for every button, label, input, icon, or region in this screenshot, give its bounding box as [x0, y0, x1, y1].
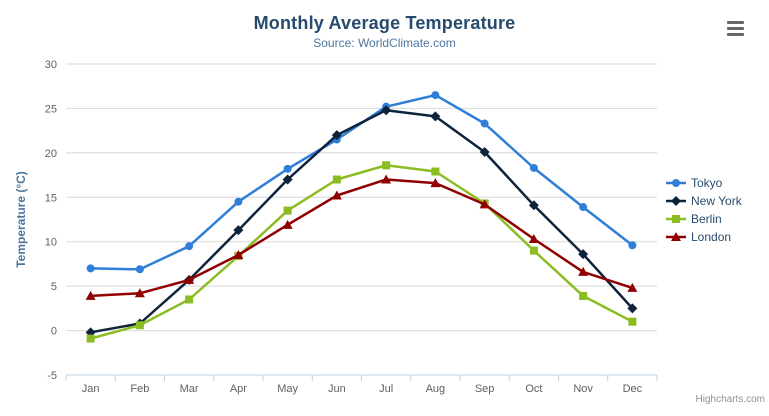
legend-item-new-york[interactable]: New York — [666, 192, 742, 210]
data-point-new-york-may[interactable] — [282, 174, 293, 185]
data-point-london-jun[interactable] — [331, 190, 342, 200]
x-axis-tick-label: Feb — [130, 383, 149, 395]
series-line-new-york — [89, 108, 634, 334]
data-point-berlin-jan[interactable] — [86, 334, 95, 343]
data-point-new-york-apr[interactable] — [233, 225, 244, 236]
data-point-tokyo-aug[interactable] — [431, 91, 440, 100]
legend-item-label: New York — [691, 194, 742, 208]
data-point-new-york-jul[interactable] — [381, 105, 392, 116]
legend-item-label: London — [691, 230, 732, 244]
x-axis-tick-label: Dec — [623, 383, 643, 395]
square-legend-marker-icon — [666, 215, 686, 223]
data-point-tokyo-mar[interactable] — [185, 242, 194, 251]
data-point-tokyo-oct[interactable] — [529, 163, 538, 172]
data-point-london-oct[interactable] — [528, 234, 539, 244]
data-point-london-nov[interactable] — [578, 266, 589, 276]
data-point-london-apr[interactable] — [233, 250, 244, 260]
data-point-london-may[interactable] — [282, 219, 293, 229]
legend-item-label: Tokyo — [691, 176, 723, 190]
data-point-london-jul[interactable] — [381, 174, 392, 184]
x-axis-tick-label: Jan — [82, 383, 100, 395]
circle-legend-marker-icon — [666, 179, 686, 187]
data-point-tokyo-nov[interactable] — [579, 203, 588, 212]
data-point-tokyo-sep[interactable] — [480, 119, 489, 128]
data-point-new-york-oct[interactable] — [528, 200, 539, 211]
x-axis-tick-label: May — [277, 383, 298, 395]
data-point-berlin-nov[interactable] — [579, 291, 588, 300]
y-axis-title: Temperature (°C) — [14, 171, 28, 268]
legend-item-label: Berlin — [691, 212, 722, 226]
data-point-tokyo-jan[interactable] — [86, 264, 95, 273]
y-axis-tick-label: 5 — [51, 281, 57, 293]
x-axis-tick-label: Aug — [426, 383, 446, 395]
diamond-legend-marker-icon — [666, 196, 686, 206]
data-point-berlin-dec[interactable] — [628, 317, 637, 326]
y-axis-tick-label: 20 — [45, 148, 57, 160]
x-axis-tick-label: Nov — [573, 383, 593, 395]
x-axis-tick-label: Mar — [180, 383, 199, 395]
data-point-london-jan[interactable] — [85, 290, 96, 300]
data-point-new-york-aug[interactable] — [430, 111, 441, 122]
data-point-berlin-jul[interactable] — [382, 161, 391, 170]
legend-item-london[interactable]: London — [666, 228, 742, 246]
series-line-tokyo — [89, 93, 634, 271]
hamburger-icon — [727, 26, 744, 30]
data-point-tokyo-feb[interactable] — [135, 265, 144, 274]
data-point-london-mar[interactable] — [184, 274, 195, 284]
data-point-new-york-sep[interactable] — [479, 146, 490, 157]
data-point-tokyo-apr[interactable] — [234, 197, 243, 206]
series-line-berlin — [89, 164, 634, 340]
y-axis-tick-label: 10 — [45, 237, 57, 249]
triangle-legend-marker-icon — [666, 232, 686, 241]
hamburger-icon — [727, 32, 744, 36]
x-axis-tick-label: Sep — [475, 383, 495, 395]
hamburger-icon — [727, 20, 744, 24]
x-axis-tick-label: Jun — [328, 383, 346, 395]
legend-item-berlin[interactable]: Berlin — [666, 210, 742, 228]
x-axis-tick-label: Apr — [230, 383, 247, 395]
series-line-london — [89, 178, 634, 298]
data-point-berlin-mar[interactable] — [185, 295, 194, 304]
y-axis-tick-label: -5 — [47, 370, 57, 382]
data-point-london-sep[interactable] — [479, 199, 490, 209]
chart-title: Monthly Average Temperature — [253, 13, 516, 33]
data-point-new-york-nov[interactable] — [578, 249, 589, 260]
data-point-london-aug[interactable] — [430, 178, 441, 188]
y-axis-tick-label: 30 — [45, 59, 57, 71]
x-axis-tick-label: Jul — [379, 383, 393, 395]
data-point-tokyo-dec[interactable] — [628, 241, 637, 250]
highcharts-credits[interactable]: Highcharts.com — [695, 394, 765, 405]
data-point-tokyo-may[interactable] — [283, 164, 292, 173]
data-point-new-york-jun[interactable] — [331, 130, 342, 141]
data-point-london-dec[interactable] — [627, 282, 638, 292]
data-point-berlin-may[interactable] — [283, 206, 292, 215]
hamburger-menu-button[interactable] — [727, 17, 749, 39]
data-point-berlin-aug[interactable] — [431, 167, 440, 176]
data-point-berlin-jun[interactable] — [332, 175, 341, 184]
x-axis-tick-label: Oct — [525, 383, 542, 395]
y-axis-tick-label: 0 — [51, 326, 57, 338]
data-point-berlin-feb[interactable] — [135, 321, 144, 330]
data-point-london-feb[interactable] — [134, 288, 145, 298]
y-axis-tick-label: 15 — [45, 192, 57, 204]
chart-subtitle: Source: WorldClimate.com — [313, 36, 456, 50]
data-point-berlin-oct[interactable] — [529, 246, 538, 255]
data-point-new-york-dec[interactable] — [627, 303, 638, 314]
y-axis-tick-label: 25 — [45, 103, 57, 115]
chart-legend: Tokyo New York Berlin London — [666, 174, 742, 246]
legend-item-tokyo[interactable]: Tokyo — [666, 174, 742, 192]
